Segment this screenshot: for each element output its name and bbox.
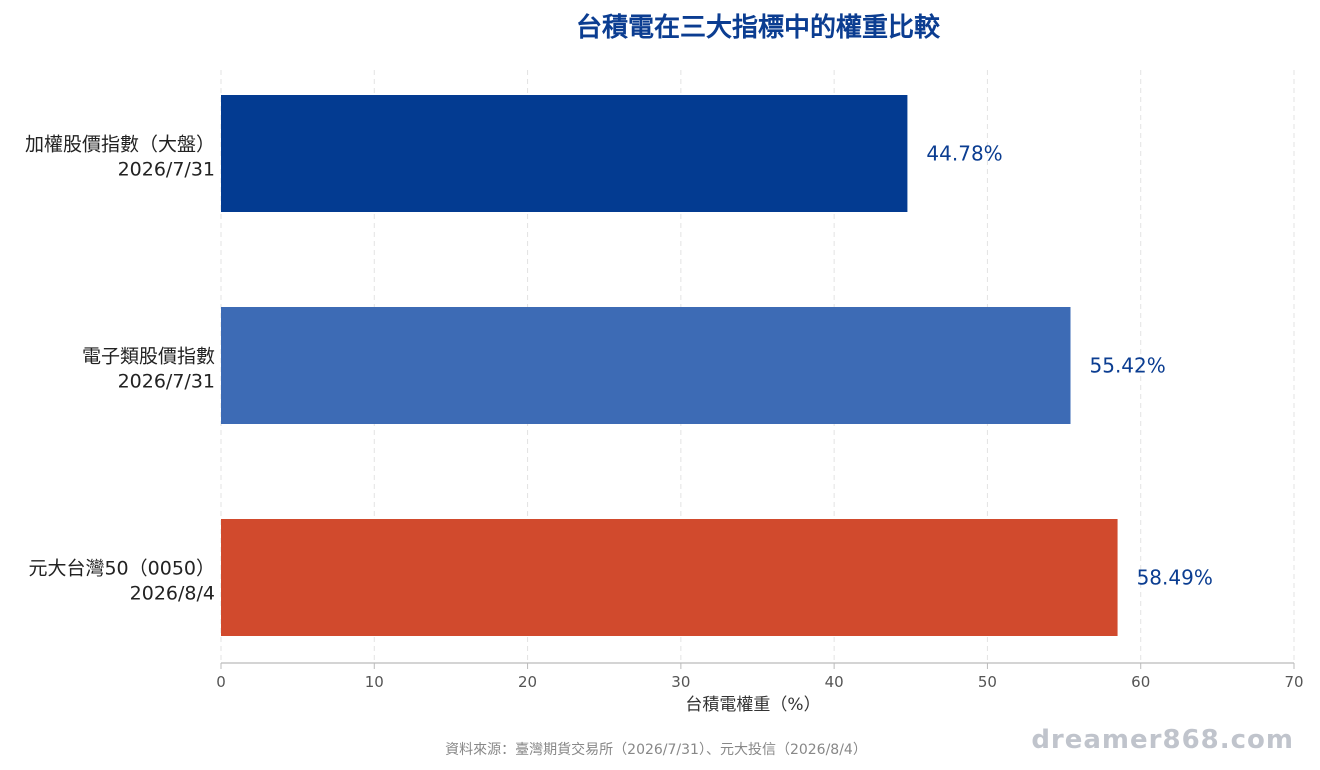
x-tick-label-50: 50 xyxy=(978,673,997,691)
x-tick-label-30: 30 xyxy=(671,673,690,691)
bar-value-label-1: 55.42% xyxy=(1090,354,1166,378)
x-tick-label-70: 70 xyxy=(1284,673,1303,691)
chart-title: 台積電在三大指標中的權重比較 xyxy=(576,12,941,43)
category-label-1-line-1: 2026/7/31 xyxy=(118,371,215,393)
category-label-0: 加權股價指數（大盤） 2026/7/31 xyxy=(25,134,215,181)
bar-1 xyxy=(221,307,1071,424)
bar-layer: 44.78% 55.42% 58.49% xyxy=(221,95,1213,636)
source-note: 資料來源：臺灣期貨交易所（2026/7/31）、元大投信（2026/8/4） xyxy=(445,741,867,758)
x-tick-label-60: 60 xyxy=(1131,673,1150,691)
category-label-1: 電子類股價指數 2026/7/31 xyxy=(82,346,215,393)
category-label-0-line-0: 加權股價指數（大盤） xyxy=(25,134,215,156)
x-tick-label-10: 10 xyxy=(365,673,384,691)
bar-value-label-2: 58.49% xyxy=(1137,566,1213,590)
x-tick-label-40: 40 xyxy=(825,673,844,691)
bar-value-label-0: 44.78% xyxy=(926,142,1002,166)
category-label-1-line-0: 電子類股價指數 xyxy=(82,346,215,368)
category-labels: 加權股價指數（大盤） 2026/7/31 電子類股價指數 2026/7/31 元大台灣5… xyxy=(25,134,215,605)
bar-2 xyxy=(221,519,1118,636)
category-label-0-line-1: 2026/7/31 xyxy=(118,159,215,181)
bar-0 xyxy=(221,95,908,212)
x-tick-label-20: 20 xyxy=(518,673,537,691)
x-axis: 0 10 20 30 40 50 60 70 xyxy=(216,662,1304,691)
watermark: dreamer868.com xyxy=(1031,725,1294,755)
x-tick-label-0: 0 xyxy=(216,673,226,691)
x-axis-label: 台積電權重（%） xyxy=(685,695,820,715)
category-label-2-line-0: 元大台灣50（0050） xyxy=(28,558,215,580)
category-label-2-line-1: 2026/8/4 xyxy=(130,583,215,605)
category-label-2: 元大台灣50（0050） 2026/8/4 xyxy=(28,558,215,605)
